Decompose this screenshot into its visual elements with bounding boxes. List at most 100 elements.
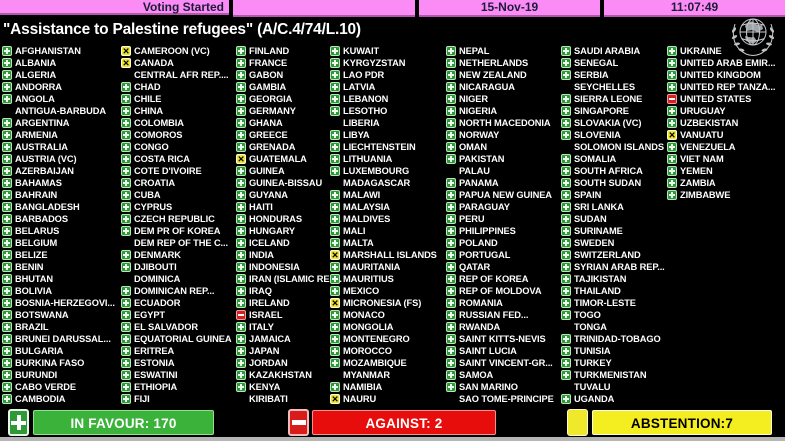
country-name: SIERRA LEONE bbox=[574, 94, 643, 104]
country-row: ALGERIA bbox=[2, 69, 120, 81]
country-row: URUGUAY bbox=[667, 105, 784, 117]
in-favour-icon bbox=[561, 178, 571, 188]
in-favour-icon bbox=[330, 46, 340, 56]
country-row: ITALY bbox=[236, 321, 329, 333]
country-name: GREECE bbox=[249, 130, 288, 140]
country-row: JAPAN bbox=[236, 345, 329, 357]
country-name: PERU bbox=[459, 214, 485, 224]
in-favour-icon bbox=[121, 178, 131, 188]
resolution-title: "Assistance to Palestine refugees" (A/C.… bbox=[3, 21, 361, 38]
country-name: SINGAPORE bbox=[574, 106, 629, 116]
in-favour-icon bbox=[330, 70, 340, 80]
country-column-1: AFGHANISTAN ALBANIA ALGERIA ANDORRA ANGOLA AN… bbox=[2, 45, 120, 405]
country-name: VENEZUELA bbox=[680, 142, 736, 152]
in-favour-icon bbox=[121, 118, 131, 128]
country-name: TRINIDAD-TOBAGO bbox=[574, 334, 661, 344]
header-date: 15-Nov-19 bbox=[419, 0, 600, 17]
country-row: MOROCCO bbox=[330, 345, 445, 357]
country-name: MARSHALL ISLANDS bbox=[343, 250, 437, 260]
abstention-icon: ✕ bbox=[121, 46, 131, 56]
country-name: POLAND bbox=[459, 238, 498, 248]
country-name: CHILE bbox=[134, 94, 162, 104]
abstention-icon: ✕ bbox=[667, 130, 677, 140]
in-favour-icon bbox=[236, 214, 246, 224]
country-name: TOGO bbox=[574, 310, 601, 320]
in-favour-icon bbox=[446, 298, 456, 308]
country-row: PAPUA NEW GUINEA bbox=[446, 189, 560, 201]
in-favour-icon bbox=[446, 346, 456, 356]
country-row: BELARUS bbox=[2, 225, 120, 237]
country-name: REP OF MOLDOVA bbox=[459, 286, 542, 296]
country-name: SAN MARINO bbox=[459, 382, 518, 392]
in-favour-icon bbox=[2, 130, 12, 140]
country-row: OMAN bbox=[446, 141, 560, 153]
country-name: TUVALU bbox=[574, 382, 611, 392]
country-name: KAZAKHSTAN bbox=[249, 370, 312, 380]
in-favour-icon bbox=[561, 394, 571, 404]
no-vote-placeholder bbox=[446, 394, 456, 404]
country-name: BOLIVIA bbox=[15, 286, 53, 296]
in-favour-icon bbox=[561, 226, 571, 236]
country-name: CABO VERDE bbox=[15, 382, 76, 392]
country-row: ZAMBIA bbox=[667, 177, 784, 189]
country-name: AZERBAIJAN bbox=[15, 166, 74, 176]
country-name: UNITED STATES bbox=[680, 94, 752, 104]
country-row: BHUTAN bbox=[2, 273, 120, 285]
country-name: MYANMAR bbox=[343, 370, 390, 380]
in-favour-icon bbox=[446, 286, 456, 296]
country-row: ANTIGUA-BARBUDA bbox=[2, 105, 120, 117]
country-name: DEM PR OF KOREA bbox=[134, 226, 221, 236]
country-name: ITALY bbox=[249, 322, 274, 332]
country-name: MALTA bbox=[343, 238, 374, 248]
in-favour-icon bbox=[121, 262, 131, 272]
country-row: MONACO bbox=[330, 309, 445, 321]
country-row: SENEGAL bbox=[561, 57, 666, 69]
country-name: CAMEROON (VC) bbox=[134, 46, 210, 56]
country-row: TURKEY bbox=[561, 357, 666, 369]
country-row: PERU bbox=[446, 213, 560, 225]
in-favour-icon bbox=[2, 274, 12, 284]
in-favour-icon bbox=[561, 202, 571, 212]
country-row: TIMOR-LESTE bbox=[561, 297, 666, 309]
country-row: TUNISIA bbox=[561, 345, 666, 357]
in-favour-icon bbox=[330, 226, 340, 236]
in-favour-icon bbox=[121, 106, 131, 116]
country-name: MEXICO bbox=[343, 286, 380, 296]
country-row: SINGAPORE bbox=[561, 105, 666, 117]
in-favour-icon bbox=[667, 166, 677, 176]
in-favour-icon bbox=[446, 118, 456, 128]
country-row: LATVIA bbox=[330, 81, 445, 93]
country-name: ESTONIA bbox=[134, 358, 175, 368]
country-row: DEM REP OF THE C... bbox=[121, 237, 235, 249]
country-row: ALBANIA bbox=[2, 57, 120, 69]
country-column-2: ✕ CAMEROON (VC) ✕ CANADA CENTRAL AFR REP....… bbox=[121, 45, 235, 405]
in-favour-icon bbox=[561, 334, 571, 344]
in-favour-icon bbox=[236, 286, 246, 296]
country-name: LIBERIA bbox=[343, 118, 380, 128]
country-row: MEXICO bbox=[330, 285, 445, 297]
country-name: RWANDA bbox=[459, 322, 501, 332]
country-name: BENIN bbox=[15, 262, 44, 272]
country-row: SAN MARINO bbox=[446, 381, 560, 393]
country-row: PORTUGAL bbox=[446, 249, 560, 261]
in-favour-icon bbox=[236, 334, 246, 344]
in-favour-icon bbox=[561, 106, 571, 116]
country-row: FRANCE bbox=[236, 57, 329, 69]
country-name: MONACO bbox=[343, 310, 385, 320]
country-row: HONDURAS bbox=[236, 213, 329, 225]
country-name: BAHAMAS bbox=[15, 178, 62, 188]
country-row: BELGIUM bbox=[2, 237, 120, 249]
in-favour-icon bbox=[236, 58, 246, 68]
country-name: PHILIPPINES bbox=[459, 226, 516, 236]
country-name: SAMOA bbox=[459, 370, 494, 380]
country-row: MOZAMBIQUE bbox=[330, 357, 445, 369]
in-favour-icon bbox=[121, 394, 131, 404]
country-row: CHILE bbox=[121, 93, 235, 105]
country-name: COTE D'IVOIRE bbox=[134, 166, 202, 176]
country-name: IRELAND bbox=[249, 298, 290, 308]
no-vote-placeholder bbox=[236, 394, 246, 404]
country-row: TONGA bbox=[561, 321, 666, 333]
country-name: ROMANIA bbox=[459, 298, 503, 308]
in-favour-icon bbox=[236, 202, 246, 212]
country-row: ECUADOR bbox=[121, 297, 235, 309]
